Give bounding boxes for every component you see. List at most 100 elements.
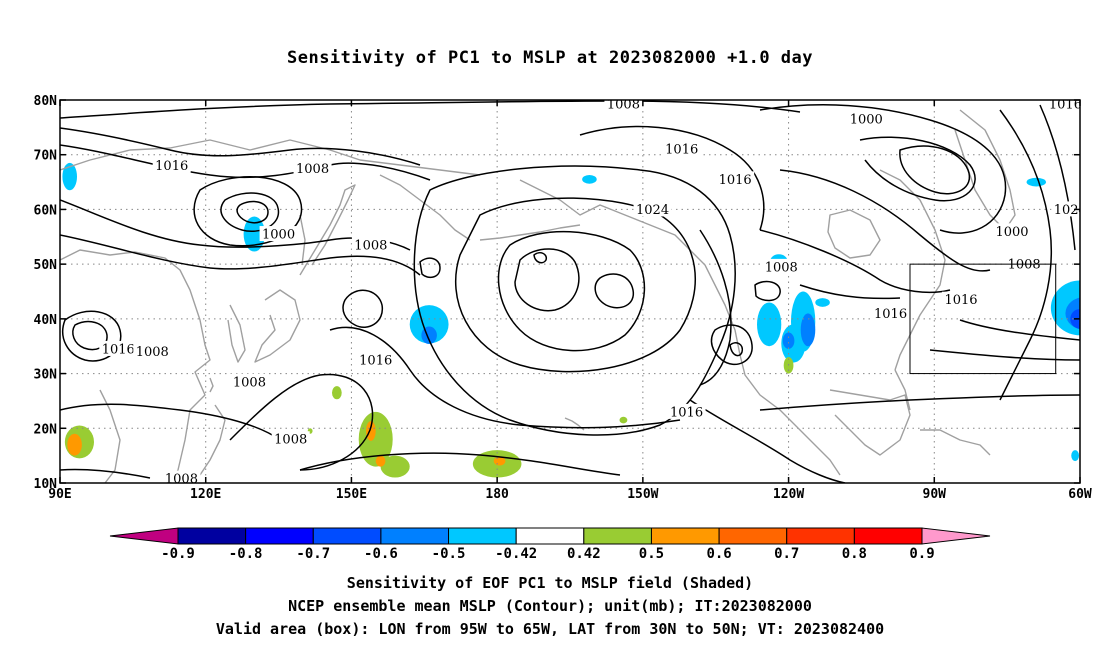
contour-low-ring-3 xyxy=(236,200,269,224)
lat-tick-label: 40N xyxy=(34,313,58,328)
caption-contour: NCEP ensemble mean MSLP (Contour); unit(… xyxy=(288,597,812,615)
contour-label-19: 1008 xyxy=(230,373,269,390)
lat-tick-label: 80N xyxy=(34,94,58,109)
contour-label-18: 1016 xyxy=(356,351,395,368)
coastline-hudson-bay xyxy=(827,209,881,259)
contour-label-5: 1016 xyxy=(662,141,701,158)
colorbar-swatch-4 xyxy=(448,527,517,545)
contour-label-bg xyxy=(662,141,701,157)
colorbar-label: 0.8 xyxy=(842,546,867,562)
contour-1008-na-east xyxy=(779,169,991,272)
colorbar-swatch-7 xyxy=(650,527,720,545)
caption-shading: Sensitivity of EOF PC1 to MSLP field (Sh… xyxy=(346,574,754,592)
contour-label-bg xyxy=(152,157,191,173)
contour-1016-small-pacific-low xyxy=(342,289,383,328)
contour-label-21: 1008 xyxy=(271,431,310,448)
colorbar-swatch-3 xyxy=(380,527,450,545)
contour-label-3: 1016 xyxy=(152,157,191,174)
colorbar-swatch-6 xyxy=(583,527,652,545)
contour-label-bg xyxy=(259,226,298,242)
contour-label-bg xyxy=(293,160,332,176)
contour-atlantic-2 xyxy=(1039,104,1076,251)
shaded-area-5 xyxy=(757,302,782,347)
contour-high-pacific-inner-2 xyxy=(514,248,580,312)
contour-label-12: 1008 xyxy=(762,258,801,275)
colorbar-swatch-1 xyxy=(245,527,314,545)
coastline-japan xyxy=(254,289,301,363)
contour-1016-subtropic xyxy=(329,326,681,429)
coastline-indochina xyxy=(99,389,121,483)
colorbar-label: 0.5 xyxy=(639,546,664,562)
contour-label-22: 1008 xyxy=(162,470,201,483)
contour-label-text: 1008 xyxy=(354,238,387,253)
contour-label-14: 1016 xyxy=(942,291,980,308)
map-axes: 90E 120E 150E 180 150W 120W 90W 60W 80N 70N 60N 50N… xyxy=(34,94,1092,502)
coastline-canada-east xyxy=(879,169,946,371)
colorbar-label: -0.9 xyxy=(161,546,195,562)
lon-tick-label: 60W xyxy=(1068,487,1092,502)
contour-label-bg xyxy=(847,111,886,127)
coastline-kuril-kamchatka xyxy=(299,184,356,276)
shaded-area-28 xyxy=(366,421,376,441)
coastline-philippines xyxy=(199,404,226,476)
lon-tick-label: 150W xyxy=(627,487,658,502)
contour-label-bg xyxy=(1005,256,1044,272)
colorbar-low-arrow xyxy=(109,527,179,545)
contour-label-text: 1008 xyxy=(607,97,640,112)
colorbar-label: -0.8 xyxy=(229,546,263,562)
contour-label-text: 1024 xyxy=(1054,203,1087,218)
contour-atlantic-4 xyxy=(929,349,1080,361)
contour-label-bg xyxy=(133,343,172,359)
shaded-area-8 xyxy=(800,313,816,347)
contour-label-bg xyxy=(604,100,643,111)
contour-1016-north-asia xyxy=(60,127,421,166)
shaded-area-0 xyxy=(62,162,77,191)
contour-label-13: 1008 xyxy=(1005,256,1044,273)
contour-label-9: 1000 xyxy=(259,226,298,243)
contour-1008-siberia xyxy=(60,144,431,181)
coastline-siberia-east xyxy=(379,174,471,241)
lon-tick-label: 150E xyxy=(336,487,367,502)
coastline-siberia-north xyxy=(60,139,481,176)
contour-label-7: 1024 xyxy=(633,201,672,218)
lat-tick-label: 70N xyxy=(34,149,58,164)
contour-label-text: 1008 xyxy=(1008,258,1041,273)
contour-label-4: 1008 xyxy=(293,160,332,177)
contour-label-bg xyxy=(230,373,269,389)
lat-tick-label: 20N xyxy=(34,422,58,437)
lon-tick-label: 90E xyxy=(48,487,71,502)
colorbar-label: 0.42 xyxy=(567,546,601,562)
coastline-gulf-of-mexico xyxy=(829,389,911,456)
contour-label-0: 1008 xyxy=(604,97,643,112)
contour-label-text: 1000 xyxy=(262,228,295,243)
contour-high-pacific-1024 xyxy=(455,197,696,373)
shaded-area-27 xyxy=(380,455,410,478)
lon-tick-label: 90W xyxy=(923,487,947,502)
contour-high-small-ring xyxy=(533,252,548,264)
contour-label-bg xyxy=(351,236,390,252)
coastline-alaska xyxy=(519,179,841,476)
colorbar-swatch-5 xyxy=(515,527,585,545)
contour-label-text: 1016 xyxy=(1049,97,1082,112)
contour-west-us-low-inner xyxy=(729,342,744,357)
sensitivity-shading xyxy=(62,162,1080,478)
colorbar-label: -0.6 xyxy=(364,546,398,562)
lat-tick-label: 30N xyxy=(34,368,58,383)
contour-label-6: 1016 xyxy=(716,171,755,188)
contour-label-bg xyxy=(356,351,395,367)
contour-1008-north-ridge xyxy=(60,100,801,119)
contour-label-text: 1016 xyxy=(359,353,392,368)
contour-label-text: 1008 xyxy=(233,375,266,390)
coastline-taiwan xyxy=(209,377,214,393)
contour-label-text: 1016 xyxy=(155,159,188,174)
contour-west-us-ring xyxy=(754,280,781,302)
contour-1016-gulf-alaska xyxy=(579,125,765,231)
contour-label-text: 1016 xyxy=(665,143,698,158)
contour-1016-small-ring-2 xyxy=(419,257,441,279)
contour-1008-tropic-mid xyxy=(229,373,374,471)
contour-label-bg xyxy=(942,291,980,307)
contour-label-bg xyxy=(993,223,1031,239)
contour-label-text: 1016 xyxy=(719,173,752,188)
contour-east-pacific xyxy=(689,399,846,483)
